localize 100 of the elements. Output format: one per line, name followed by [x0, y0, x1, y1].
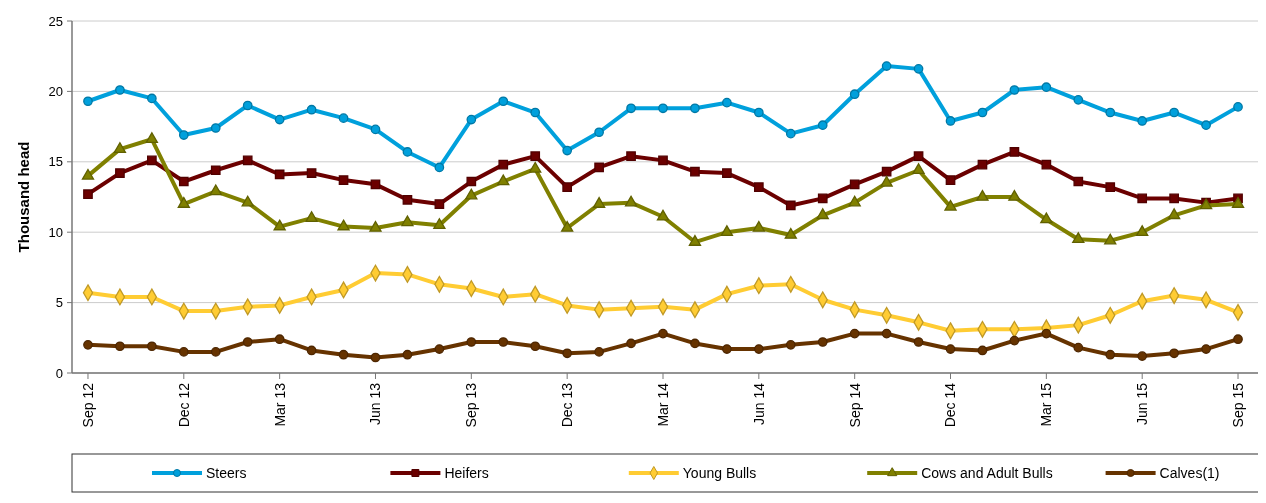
- point: [752, 220, 766, 232]
- point: [1201, 344, 1211, 354]
- point: [722, 168, 732, 178]
- point: [81, 168, 95, 180]
- point: [529, 161, 542, 173]
- x-tick-label: Dec 13: [559, 382, 576, 428]
- point: [785, 128, 796, 139]
- point: [83, 340, 93, 350]
- point: [402, 349, 413, 360]
- point: [977, 345, 988, 356]
- point: [209, 184, 222, 196]
- point: [753, 182, 764, 192]
- y-axis-title: Thousand head: [15, 141, 33, 253]
- point: [624, 195, 638, 207]
- x-tick-label: Dec 12: [175, 382, 192, 428]
- x-tick-label: Jun 15: [1134, 382, 1151, 426]
- point: [530, 107, 541, 118]
- point: [1041, 82, 1052, 93]
- point: [912, 163, 925, 175]
- point: [1105, 349, 1116, 360]
- point: [115, 341, 125, 352]
- point: [817, 120, 828, 131]
- point: [241, 195, 254, 207]
- point: [274, 114, 285, 125]
- point: [1105, 107, 1116, 118]
- point: [562, 145, 573, 156]
- point: [147, 93, 157, 104]
- point: [1167, 208, 1181, 220]
- point: [849, 179, 860, 190]
- x-tick-label: Sep 15: [1229, 382, 1246, 428]
- point: [466, 114, 477, 125]
- point: [434, 162, 445, 173]
- point: [466, 176, 477, 187]
- point: [1009, 147, 1020, 157]
- point: [1073, 95, 1084, 105]
- point: [1233, 334, 1243, 345]
- point: [1040, 212, 1053, 224]
- point: [658, 328, 668, 339]
- point: [816, 208, 829, 220]
- point: [306, 168, 317, 178]
- point: [498, 96, 509, 107]
- point: [722, 97, 732, 108]
- point: [178, 347, 189, 357]
- point: [401, 215, 414, 227]
- point: [338, 113, 349, 123]
- point: [115, 85, 125, 95]
- point: [913, 64, 924, 74]
- x-tick-label: Sep 13: [463, 382, 480, 428]
- point: [369, 220, 382, 232]
- point: [658, 155, 668, 166]
- point: [881, 328, 892, 339]
- point: [656, 209, 670, 221]
- point: [785, 340, 796, 350]
- point: [594, 127, 604, 138]
- point: [690, 338, 700, 349]
- point: [817, 337, 828, 347]
- point: [1231, 197, 1245, 208]
- x-tick-label: Sep 12: [79, 382, 96, 428]
- point: [338, 349, 349, 360]
- x-tick-label: Jun 13: [367, 382, 384, 426]
- point: [306, 104, 317, 115]
- x-tick-label: Jun 14: [750, 382, 767, 426]
- point: [305, 211, 318, 222]
- point: [370, 124, 381, 135]
- point: [147, 341, 157, 352]
- point: [880, 175, 893, 187]
- point: [497, 174, 510, 186]
- point: [434, 199, 445, 209]
- point: [945, 344, 956, 354]
- y-tick-label: 10: [48, 224, 63, 240]
- x-tick-label: Mar 14: [654, 382, 671, 427]
- legend-label: Cows and Adult Bulls: [921, 464, 1053, 481]
- point: [976, 189, 989, 201]
- point: [881, 166, 892, 177]
- legend-label: Heifers: [444, 464, 489, 481]
- point: [274, 334, 285, 345]
- point: [944, 199, 957, 211]
- point: [402, 147, 413, 157]
- y-tick-label: 25: [48, 13, 63, 29]
- point: [1233, 102, 1243, 112]
- point: [817, 193, 828, 204]
- point: [1105, 182, 1116, 192]
- point: [785, 200, 796, 211]
- point: [562, 348, 573, 359]
- point: [784, 227, 797, 239]
- x-tick-label: Dec 14: [942, 382, 959, 428]
- y-tick-label: 0: [55, 365, 63, 381]
- point: [722, 344, 732, 354]
- point: [913, 337, 924, 347]
- point: [145, 132, 159, 144]
- y-tick-label: 20: [48, 83, 63, 99]
- legend-label: Calves(1): [1159, 464, 1220, 481]
- point: [498, 159, 509, 170]
- point: [849, 89, 860, 100]
- point: [1169, 348, 1179, 359]
- point: [210, 123, 221, 133]
- point: [658, 103, 668, 114]
- point: [83, 96, 93, 107]
- point: [242, 100, 253, 111]
- point: [913, 151, 924, 162]
